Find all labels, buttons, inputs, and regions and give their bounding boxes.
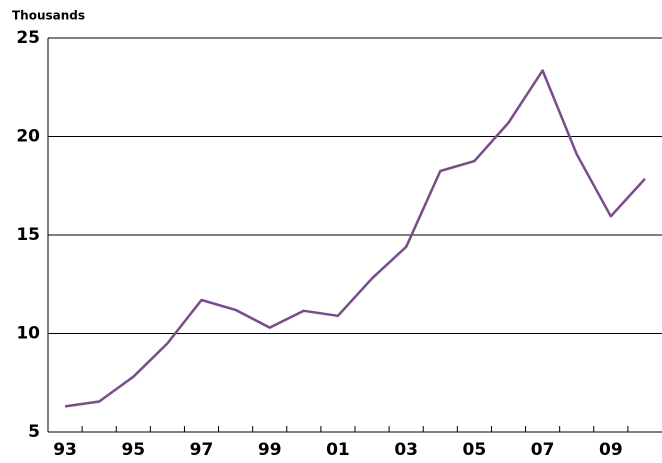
x-tick-label: 09 bbox=[599, 440, 623, 460]
data-line bbox=[64, 69, 646, 408]
y-tick-label: 20 bbox=[16, 127, 40, 147]
x-tick-label: 97 bbox=[190, 440, 214, 460]
y-tick-label: 5 bbox=[28, 422, 40, 442]
x-tick-label: 93 bbox=[53, 440, 77, 460]
y-axis-label: Thousands bbox=[12, 9, 85, 23]
y-tick-label: 25 bbox=[16, 28, 40, 48]
y-tick-label: 15 bbox=[16, 225, 40, 245]
x-tick-label: 07 bbox=[531, 440, 555, 460]
x-tick-label: 03 bbox=[394, 440, 418, 460]
x-tick-label: 05 bbox=[463, 440, 487, 460]
y-tick-label: 10 bbox=[16, 324, 40, 344]
x-tick-label: 01 bbox=[326, 440, 350, 460]
x-tick-label: 99 bbox=[258, 440, 282, 460]
x-tick-label: 95 bbox=[121, 440, 145, 460]
